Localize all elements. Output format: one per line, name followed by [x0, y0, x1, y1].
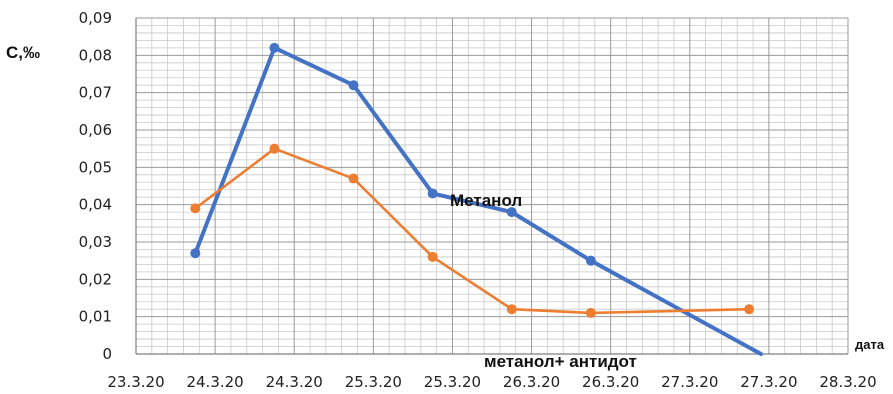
series-label-metanol-antidote: метанол+ антидот [484, 352, 637, 371]
axes [135, 18, 848, 355]
y-tick-label: 0,06 [79, 121, 112, 139]
data-point [269, 42, 280, 53]
y-tick-label: 0,09 [79, 9, 112, 27]
data-point [190, 248, 201, 259]
x-tick-label: 26.3.20 [503, 373, 560, 391]
x-tick-labels: 23.3.20 24.3.20 24.3.20 25.3.20 25.3.20 26.3.… [107, 373, 876, 391]
data-point [585, 307, 596, 318]
minor-gridlines [136, 18, 848, 354]
y-tick-label: 0,07 [79, 84, 112, 102]
x-tick-label: 28.3.20 [819, 373, 876, 391]
x-tick-label: 25.3.20 [424, 373, 481, 391]
data-point [427, 251, 438, 262]
series-group [190, 42, 763, 356]
x-tick-label: 27.3.20 [661, 373, 718, 391]
data-point [269, 143, 280, 154]
data-point [427, 188, 438, 199]
x-tick-label: 26.3.20 [582, 373, 639, 391]
y-tick-label: 0,02 [79, 270, 112, 288]
major-gridlines [136, 17, 849, 354]
x-tick-label: 23.3.20 [107, 373, 164, 391]
y-tick-label: 0,04 [79, 196, 112, 214]
data-point [506, 207, 517, 218]
series-label-metanol: Метанол [450, 191, 522, 210]
y-tick-label: 0 [102, 345, 112, 363]
x-axis-label: дата [855, 337, 885, 352]
data-point [348, 80, 359, 91]
y-tick-labels: 0 0,01 0,02 0,03 0,04 0,05 0,06 0,07 0,08 0,09 [79, 9, 112, 363]
x-tick-label: 24.3.20 [266, 373, 323, 391]
x-tick-label: 25.3.20 [345, 373, 402, 391]
data-point [585, 255, 596, 266]
x-tick-label: 24.3.20 [186, 373, 243, 391]
y-tick-label: 0,05 [79, 158, 112, 176]
data-point [348, 173, 359, 184]
y-tick-label: 0,03 [79, 233, 112, 251]
y-tick-label: 0,01 [79, 308, 112, 326]
data-point [190, 203, 201, 214]
data-point [506, 304, 517, 315]
y-tick-label: 0,08 [79, 46, 112, 64]
y-axis-label: C,‰ [6, 43, 40, 62]
data-point [744, 304, 755, 315]
x-tick-label: 27.3.20 [740, 373, 797, 391]
